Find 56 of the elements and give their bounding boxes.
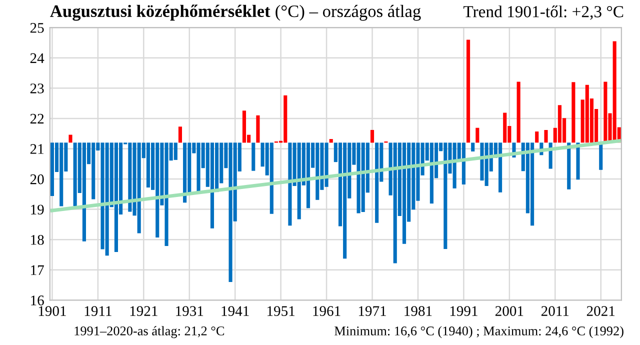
y-tick-label: 16	[31, 296, 44, 306]
y-tick-label: 22	[30, 114, 44, 124]
x-tick-label: 1961	[313, 306, 340, 316]
y-tick-label: 18	[31, 234, 44, 245]
bar	[599, 142, 603, 170]
bar	[503, 112, 507, 143]
x-tick-label: 1901	[38, 306, 66, 316]
x-tick-label: 2011	[541, 306, 569, 316]
text: Trend 1901-től: +2,3 °C	[463, 6, 624, 20]
chart-title: Augusztusi középhőmérséklet	[50, 4, 270, 21]
x-tick-label: 1981	[404, 306, 432, 316]
bar	[252, 142, 256, 171]
bar	[183, 142, 187, 203]
bar	[329, 139, 333, 143]
x-tick-label: 1991	[450, 306, 478, 316]
bar	[174, 142, 178, 160]
bar	[462, 142, 466, 184]
x-tick-label: 1931	[176, 306, 204, 316]
y-tick-label: 23	[30, 84, 44, 94]
bar	[270, 142, 274, 214]
bar	[68, 134, 72, 143]
bar	[146, 142, 150, 188]
bar	[402, 142, 406, 244]
x-tick-label: 1951	[268, 306, 295, 316]
bar	[306, 142, 310, 208]
bar	[210, 142, 214, 228]
bar	[256, 115, 260, 143]
bar	[471, 142, 475, 152]
y-tick-label: 24	[30, 53, 44, 63]
bar	[466, 40, 470, 143]
x-tick-label: 1921	[130, 306, 158, 316]
x-tick-label: 2021	[586, 306, 615, 316]
bar	[567, 142, 571, 190]
text: Minimum: 16,6 °C (1940) ; Maximum: 24,6 °C (1992)	[334, 326, 624, 338]
bar	[572, 82, 576, 143]
x-tick-label: 1941	[222, 306, 249, 316]
y-tick-label: 25	[30, 23, 44, 33]
bar	[498, 142, 502, 192]
bar	[375, 142, 379, 223]
bar	[476, 128, 480, 143]
text: 1991–2020-as átlag: 21,2 °C	[74, 326, 224, 338]
bar	[544, 130, 548, 143]
chart-subtitle: (°C) – országos átlag	[276, 4, 421, 21]
bar	[242, 110, 246, 143]
bar	[576, 142, 580, 180]
y-tick-label: 19	[31, 204, 44, 215]
x-tick-label: 1971	[358, 306, 386, 316]
bar	[178, 126, 182, 143]
y-tick-label: 21	[30, 144, 44, 154]
x-tick-label: 1911	[84, 306, 112, 316]
x-tick-label: 2001	[495, 306, 524, 316]
bar	[535, 131, 539, 143]
bar	[516, 82, 520, 143]
bar	[370, 130, 374, 143]
y-tick-label: 17	[31, 265, 44, 275]
y-tick-label: 20	[30, 174, 44, 184]
